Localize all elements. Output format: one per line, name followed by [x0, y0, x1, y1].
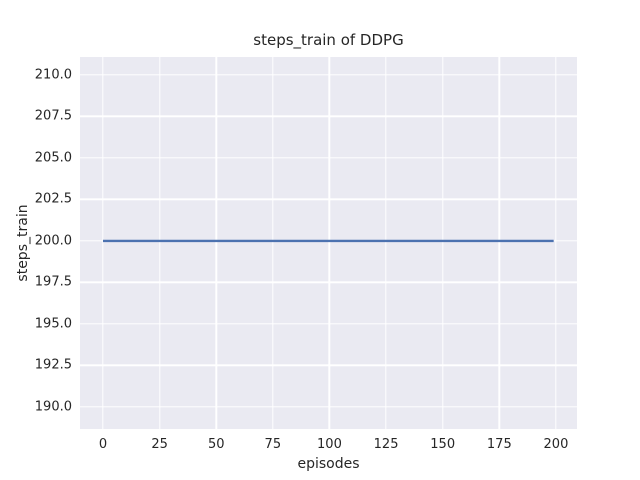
y-tick-label: 195.0 — [34, 316, 72, 332]
x-gridline — [158, 57, 161, 429]
x-gridline — [385, 57, 387, 429]
plot-area — [80, 57, 577, 429]
x-gridline — [498, 57, 501, 429]
x-tick-label: 200 — [543, 437, 569, 452]
x-gridline — [215, 57, 217, 429]
x-tick-label: 0 — [98, 437, 108, 452]
x-tick-label: 50 — [207, 437, 225, 452]
y-gridline — [80, 157, 577, 159]
y-tick-label: 197.5 — [34, 274, 72, 290]
x-tick-label: 25 — [151, 437, 168, 452]
y-gridline — [80, 281, 577, 284]
y-gridline — [80, 364, 577, 367]
x-gridline — [555, 57, 557, 429]
y-gridline — [80, 74, 577, 76]
y-tick-label: 210.0 — [34, 67, 72, 83]
y-tick-label: 207.5 — [34, 108, 72, 124]
x-tick-label: 150 — [430, 437, 456, 452]
y-tick-label: 200.0 — [34, 233, 72, 249]
x-tick-label: 100 — [317, 437, 342, 452]
chart-title: steps_train of DDPG — [253, 31, 404, 49]
y-tick-label: 205.0 — [34, 150, 72, 166]
y-tick-label: 192.5 — [34, 357, 72, 373]
line-plot-canvas — [102, 239, 554, 243]
y-gridline — [80, 323, 577, 325]
x-gridline — [441, 57, 444, 429]
y-tick-label: 190.0 — [34, 399, 72, 415]
x-gridline — [272, 57, 274, 429]
y-gridline — [80, 406, 577, 408]
y-gridline — [80, 198, 577, 201]
y-gridline — [80, 115, 577, 118]
x-tick-label: 175 — [486, 437, 512, 452]
y-tick-label: 202.5 — [34, 191, 72, 207]
x-gridline — [102, 57, 104, 429]
x-tick-label: 75 — [264, 437, 282, 452]
x-gridline — [328, 57, 331, 429]
x-axis-label: episodes — [297, 456, 360, 472]
x-tick-label: 125 — [373, 437, 399, 452]
